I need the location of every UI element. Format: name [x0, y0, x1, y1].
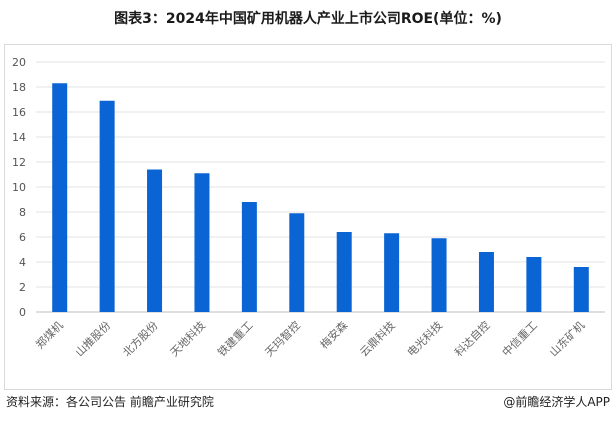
y-tick-label: 4 — [19, 256, 26, 269]
bar — [194, 173, 210, 312]
y-tick-label: 6 — [19, 231, 26, 244]
y-tick-label: 14 — [12, 131, 26, 144]
bar — [336, 232, 352, 312]
y-tick-label: 12 — [12, 156, 26, 169]
x-tick-label: 云鼎科技 — [357, 318, 398, 359]
bar — [52, 83, 68, 312]
chart-title: 图表3：2024年中国矿用机器人产业上市公司ROE(单位：%) — [114, 11, 502, 27]
y-tick-label: 0 — [19, 306, 26, 319]
bar — [384, 233, 400, 312]
bar — [289, 213, 305, 312]
y-tick-label: 16 — [12, 106, 26, 119]
bar — [99, 100, 115, 312]
x-tick-label: 铁建重工 — [214, 318, 255, 359]
x-tick-label: 科达自控 — [452, 318, 493, 359]
source-note: 资料来源：各公司公告 前瞻产业研究院 — [6, 395, 214, 409]
brand-label: @前瞻经济学人APP — [503, 395, 610, 409]
x-tick-label: 北方股份 — [120, 318, 161, 359]
x-tick-label: 中信重工 — [499, 318, 540, 359]
x-tick-label: 郑煤机 — [33, 318, 66, 351]
x-tick-label: 天玛智控 — [262, 318, 303, 359]
chart-frame — [4, 44, 612, 390]
bar — [573, 267, 589, 312]
bar — [478, 252, 494, 312]
y-tick-label: 18 — [12, 81, 26, 94]
x-tick-label: 天地科技 — [167, 318, 208, 359]
x-tick-label: 梅安森 — [317, 318, 350, 351]
x-tick-label: 电光科技 — [404, 318, 445, 359]
y-tick-label: 8 — [19, 206, 26, 219]
bar — [147, 169, 163, 312]
x-tick-label: 山推股份 — [72, 318, 113, 359]
bar — [431, 238, 447, 312]
y-tick-label: 2 — [19, 281, 26, 294]
y-tick-label: 10 — [12, 181, 26, 194]
y-tick-label: 20 — [12, 56, 26, 69]
x-tick-label: 山东矿机 — [546, 318, 587, 359]
bar — [526, 257, 542, 312]
bar — [241, 202, 257, 312]
